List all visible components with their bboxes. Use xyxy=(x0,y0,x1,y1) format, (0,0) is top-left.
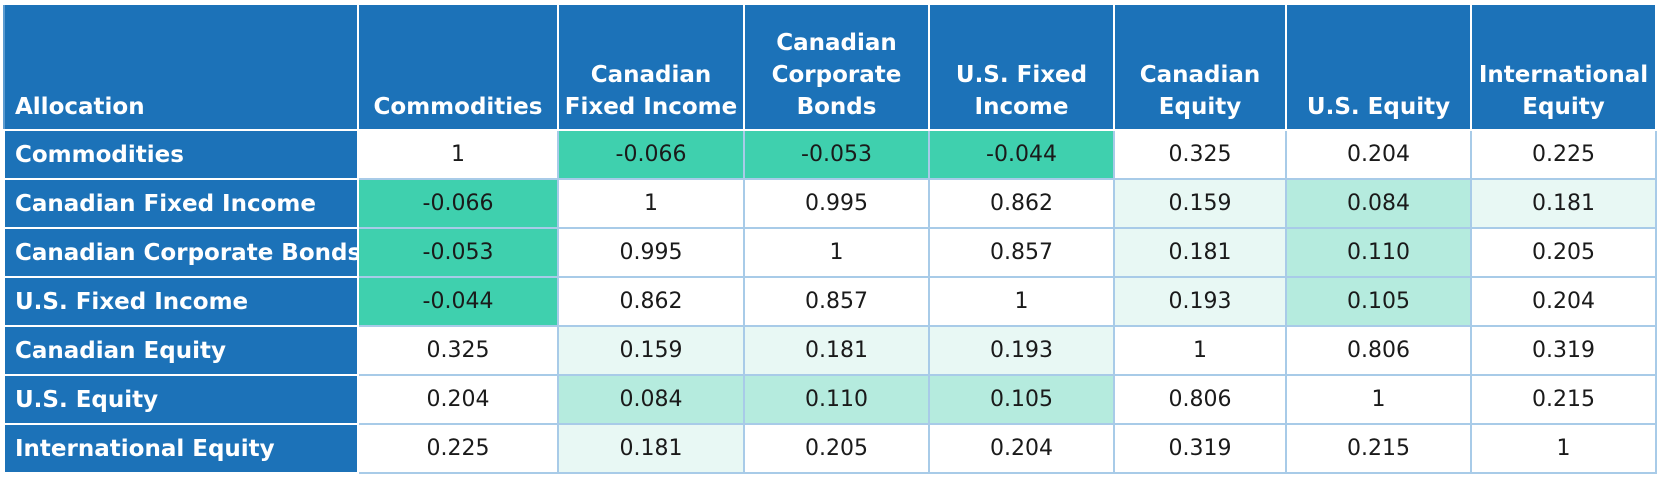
correlation-cell: 0.215 xyxy=(1470,374,1657,425)
correlation-cell: 0.806 xyxy=(1113,374,1287,425)
correlation-cell: 0.225 xyxy=(357,423,559,474)
column-header: Canadian Equity xyxy=(1113,3,1287,131)
correlation-cell: 0.110 xyxy=(743,374,930,425)
correlation-cell: 0.105 xyxy=(1285,276,1472,327)
row-header: Canadian Fixed Income xyxy=(3,178,359,229)
column-header: Commodities xyxy=(357,3,559,131)
correlation-cell: -0.053 xyxy=(357,227,559,278)
correlation-cell: 0.806 xyxy=(1285,325,1472,376)
correlation-cell: 1 xyxy=(357,129,559,180)
correlation-table: Allocation Commodities Canadian Fixed Inco… xyxy=(3,3,1657,474)
correlation-cell: 1 xyxy=(743,227,930,278)
correlation-cell: 0.325 xyxy=(357,325,559,376)
column-header: U.S. Equity xyxy=(1285,3,1472,131)
correlation-cell: 0.193 xyxy=(1113,276,1287,327)
correlation-cell: 1 xyxy=(928,276,1115,327)
correlation-cell: 1 xyxy=(557,178,745,229)
table-body: Commodities 1 -0.066 -0.053 -0.044 0.325 0.204… xyxy=(3,129,1657,474)
table-row: U.S. Equity 0.204 0.084 0.110 0.105 0.806 1 0.2… xyxy=(3,374,1657,425)
table-row: Commodities 1 -0.066 -0.053 -0.044 0.325 0.204… xyxy=(3,129,1657,180)
correlation-cell: 0.204 xyxy=(1470,276,1657,327)
row-header: International Equity xyxy=(3,423,359,474)
correlation-cell: 0.205 xyxy=(1470,227,1657,278)
correlation-cell: 0.204 xyxy=(357,374,559,425)
correlation-cell: 0.857 xyxy=(928,227,1115,278)
correlation-cell: 0.862 xyxy=(557,276,745,327)
table-row: International Equity 0.225 0.181 0.205 0.204… xyxy=(3,423,1657,474)
correlation-cell: 0.204 xyxy=(1285,129,1472,180)
correlation-cell: 0.110 xyxy=(1285,227,1472,278)
header-corner: Allocation xyxy=(3,3,359,131)
correlation-cell: 0.181 xyxy=(1470,178,1657,229)
column-header: Canadian Fixed Income xyxy=(557,3,745,131)
correlation-cell: 0.319 xyxy=(1470,325,1657,376)
correlation-cell: 0.084 xyxy=(557,374,745,425)
correlation-cell: 0.193 xyxy=(928,325,1115,376)
correlation-cell: 0.105 xyxy=(928,374,1115,425)
header-row: Allocation Commodities Canadian Fixed Inco… xyxy=(3,3,1657,131)
row-header: U.S. Equity xyxy=(3,374,359,425)
table-row: Canadian Fixed Income -0.066 1 0.995 0.862 0.… xyxy=(3,178,1657,229)
correlation-cell: -0.044 xyxy=(357,276,559,327)
correlation-cell: 0.204 xyxy=(928,423,1115,474)
correlation-cell: 1 xyxy=(1470,423,1657,474)
row-header: U.S. Fixed Income xyxy=(3,276,359,327)
correlation-cell: -0.066 xyxy=(357,178,559,229)
table-row: Canadian Equity 0.325 0.159 0.181 0.193 1 0.80… xyxy=(3,325,1657,376)
row-header: Canadian Corporate Bonds xyxy=(3,227,359,278)
column-header: Canadian Corporate Bonds xyxy=(743,3,930,131)
correlation-cell: 1 xyxy=(1113,325,1287,376)
correlation-cell: -0.044 xyxy=(928,129,1115,180)
correlation-cell: 0.995 xyxy=(557,227,745,278)
page: Allocation Commodities Canadian Fixed Inco… xyxy=(0,3,1658,481)
correlation-cell: 0.319 xyxy=(1113,423,1287,474)
correlation-cell: 0.225 xyxy=(1470,129,1657,180)
correlation-cell: 0.181 xyxy=(1113,227,1287,278)
correlation-cell: 0.084 xyxy=(1285,178,1472,229)
row-header: Commodities xyxy=(3,129,359,180)
correlation-cell: 1 xyxy=(1285,374,1472,425)
correlation-cell: 0.159 xyxy=(557,325,745,376)
correlation-cell: -0.066 xyxy=(557,129,745,180)
row-header: Canadian Equity xyxy=(3,325,359,376)
correlation-cell: 0.857 xyxy=(743,276,930,327)
correlation-cell: 0.325 xyxy=(1113,129,1287,180)
table-row: U.S. Fixed Income -0.044 0.862 0.857 1 0.193 0… xyxy=(3,276,1657,327)
correlation-cell: 0.181 xyxy=(557,423,745,474)
column-header: U.S. Fixed Income xyxy=(928,3,1115,131)
correlation-cell: 0.215 xyxy=(1285,423,1472,474)
correlation-cell: 0.159 xyxy=(1113,178,1287,229)
correlation-cell: 0.205 xyxy=(743,423,930,474)
table-row: Canadian Corporate Bonds -0.053 0.995 1 0.85… xyxy=(3,227,1657,278)
correlation-cell: 0.995 xyxy=(743,178,930,229)
correlation-cell: 0.181 xyxy=(743,325,930,376)
column-header: International Equity xyxy=(1470,3,1657,131)
correlation-cell: 0.862 xyxy=(928,178,1115,229)
correlation-cell: -0.053 xyxy=(743,129,930,180)
